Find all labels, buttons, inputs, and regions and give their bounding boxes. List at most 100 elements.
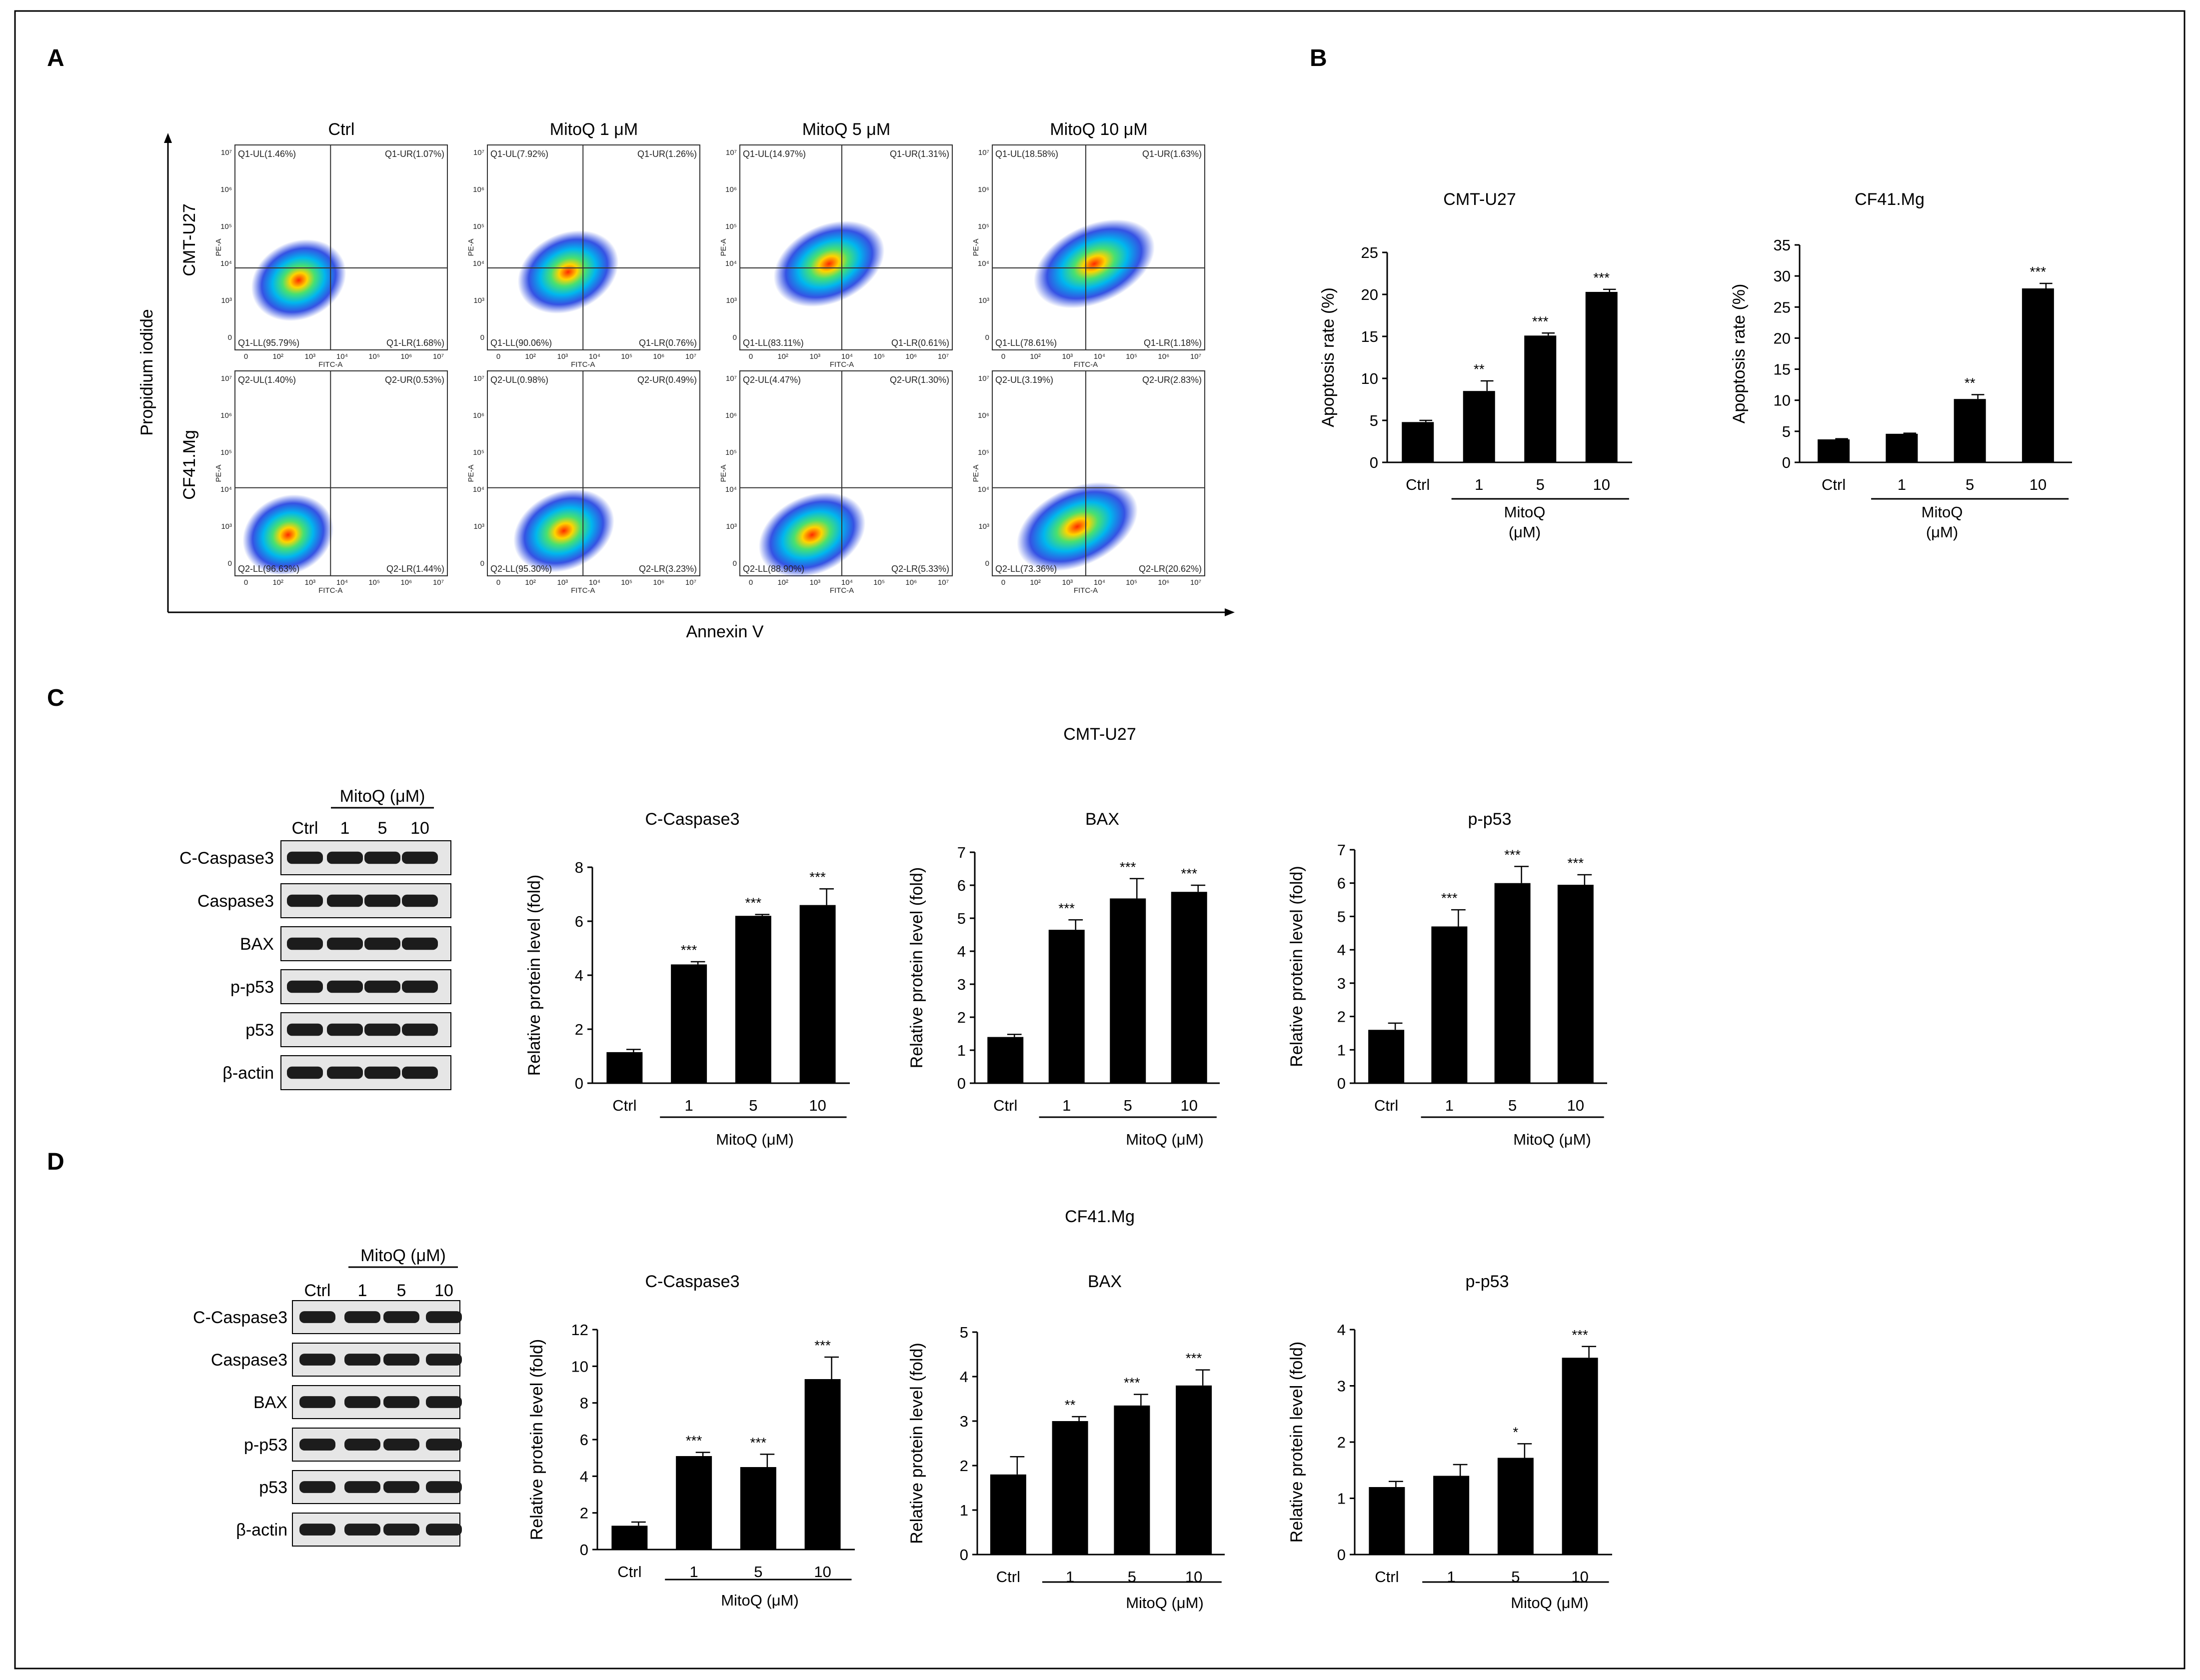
blot-protein-label: BAX xyxy=(253,1393,287,1412)
flow-y-tick: 10⁵ xyxy=(473,222,484,231)
significance-label: *** xyxy=(1568,855,1584,871)
flow-x-label: FITC-A xyxy=(571,586,595,595)
quadrant-lr-label: Q1-LR(1.68%) xyxy=(386,338,444,348)
flow-y-tick: 10⁷ xyxy=(978,374,989,383)
western-blot-cmt-u27: MitoQ (μM) Ctrl 1 5 10 C-Caspase3 Caspase3 BAX p… xyxy=(179,787,451,1090)
blot-band xyxy=(344,1354,380,1366)
bar-10 xyxy=(799,905,836,1083)
quadrant-ur-label: Q2-UR(1.30%) xyxy=(890,375,949,385)
flow-y-label: PE-A xyxy=(467,238,475,256)
flow-x-label: FITC-A xyxy=(1074,360,1098,369)
cell-density-cloud xyxy=(758,492,866,578)
significance-label: *** xyxy=(1181,866,1197,881)
blot-protein-label: C-Caspase3 xyxy=(179,849,274,868)
chart-c-c-caspase3: C-Caspase3 0 2 4 6 8 Relative protein level (f… xyxy=(525,810,850,1148)
flow-y-tick: 10⁴ xyxy=(725,259,737,268)
flow-y-tick: 10⁷ xyxy=(473,374,484,383)
y-tick-label: 5 xyxy=(1782,423,1791,440)
quadrant-ll-label: Q1-LL(83.11%) xyxy=(743,338,804,348)
y-tick-label: 10 xyxy=(1774,392,1791,409)
flow-y-tick: 0 xyxy=(985,559,989,568)
flow-y-label: PE-A xyxy=(972,464,980,482)
blot-lane-label: 1 xyxy=(358,1281,367,1300)
flow-col-mitoq-1: MitoQ 1 μM xyxy=(550,120,638,139)
flow-y-tick: 0 xyxy=(733,559,737,568)
flow-x-tick: 10⁶ xyxy=(400,352,412,361)
flow-y-tick: 10⁶ xyxy=(220,185,232,194)
bar-5 xyxy=(740,1467,776,1550)
y-axis-label: Relative protein level (fold) xyxy=(525,875,544,1076)
chart-title: BAX xyxy=(1088,1272,1122,1291)
y-tick-label: 0 xyxy=(1337,1075,1346,1092)
blot-protein-label: BAX xyxy=(240,935,274,954)
blot-lane-label: 5 xyxy=(378,819,387,838)
significance-label: *** xyxy=(1441,890,1458,906)
y-tick-label: 2 xyxy=(957,1009,966,1026)
y-tick-label: 7 xyxy=(957,844,966,861)
y-axis-label: Relative protein level (fold) xyxy=(527,1339,546,1541)
category-label: 10 xyxy=(1185,1568,1202,1586)
y-tick-label: 8 xyxy=(580,1395,588,1412)
quadrant-ur-label: Q1-UR(1.63%) xyxy=(1142,149,1202,159)
y-tick-label: 5 xyxy=(960,1324,968,1341)
flow-x-tick: 10⁴ xyxy=(589,578,600,587)
significance-label: * xyxy=(1513,1424,1518,1440)
quadrant-ll-label: Q1-LL(90.06%) xyxy=(490,338,552,348)
bar-1 xyxy=(1431,926,1468,1083)
blot-band xyxy=(299,1396,335,1408)
blot-band xyxy=(327,1066,363,1079)
y-tick-label: 6 xyxy=(575,913,583,930)
y-tick-label: 8 xyxy=(575,859,583,876)
category-label: 5 xyxy=(749,1097,757,1114)
flow-row-cmt-u27: CMT-U27 xyxy=(180,203,199,276)
bar-10 xyxy=(804,1379,841,1550)
blot-band xyxy=(344,1481,380,1493)
significance-label: *** xyxy=(2030,264,2047,279)
bar-1 xyxy=(1052,1421,1088,1555)
blot-protein-label: β-actin xyxy=(222,1064,274,1083)
flow-plot-r2-c3: Q2-UL(4.47%) Q2-UR(1.30%) Q2-LL(88.90%) Q2-… xyxy=(719,370,953,595)
bar-10 xyxy=(1176,1385,1212,1555)
significance-label: *** xyxy=(1124,1375,1140,1391)
y-tick-label: 1 xyxy=(960,1502,968,1519)
quadrant-ul-label: Q2-UL(1.40%) xyxy=(238,375,296,385)
flow-plot-r1-c4: Q1-UL(18.58%) Q1-UR(1.63%) Q1-LL(78.61%) Q1… xyxy=(972,144,1205,369)
bar-1 xyxy=(1048,930,1085,1083)
flow-x-tick: 0 xyxy=(1001,578,1005,587)
flow-x-tick: 10⁷ xyxy=(938,578,949,587)
quadrant-ll-label: Q2-LL(95.30%) xyxy=(490,564,552,574)
blot-band xyxy=(364,1023,400,1036)
annexin-axis-arrowhead xyxy=(1225,608,1235,616)
category-label: 1 xyxy=(1475,476,1483,493)
y-tick-label: 20 xyxy=(1361,286,1378,303)
chart-title: BAX xyxy=(1085,810,1119,829)
blot-band xyxy=(383,1396,419,1408)
blot-band xyxy=(383,1481,419,1493)
group-label-line2: (μM) xyxy=(1509,523,1541,541)
blot-band xyxy=(299,1354,335,1366)
section-title-d: CF41.Mg xyxy=(1065,1207,1135,1226)
category-label: 10 xyxy=(814,1563,831,1581)
y-tick-label: 0 xyxy=(1782,454,1791,471)
quadrant-lr-label: Q1-LR(0.76%) xyxy=(639,338,697,348)
significance-label: *** xyxy=(750,1435,767,1450)
western-blot-cf41mg: MitoQ (μM) Ctrl 1 5 10 C-Caspase3 Caspase3 BAX p… xyxy=(193,1246,462,1547)
bar-5 xyxy=(735,916,771,1083)
quadrant-ur-label: Q1-UR(1.26%) xyxy=(637,149,697,159)
y-tick-label: 3 xyxy=(960,1413,968,1430)
bar-ctrl xyxy=(606,1052,643,1083)
blot-band xyxy=(426,1354,462,1366)
bar-1 xyxy=(1886,433,1918,462)
blot-band xyxy=(287,1023,323,1036)
blot-band xyxy=(327,980,363,993)
flow-y-tick: 10⁷ xyxy=(221,148,232,157)
category-label: 1 xyxy=(690,1563,698,1581)
significance-label: *** xyxy=(1572,1327,1588,1343)
category-label: 10 xyxy=(2030,476,2047,493)
quadrant-ul-label: Q2-UL(4.47%) xyxy=(743,375,801,385)
category-label: Ctrl xyxy=(1375,1568,1399,1586)
flow-x-tick: 10⁴ xyxy=(1094,578,1105,587)
y-axis-label: Relative protein level (fold) xyxy=(1287,866,1306,1067)
flow-x-tick: 10² xyxy=(525,352,536,361)
